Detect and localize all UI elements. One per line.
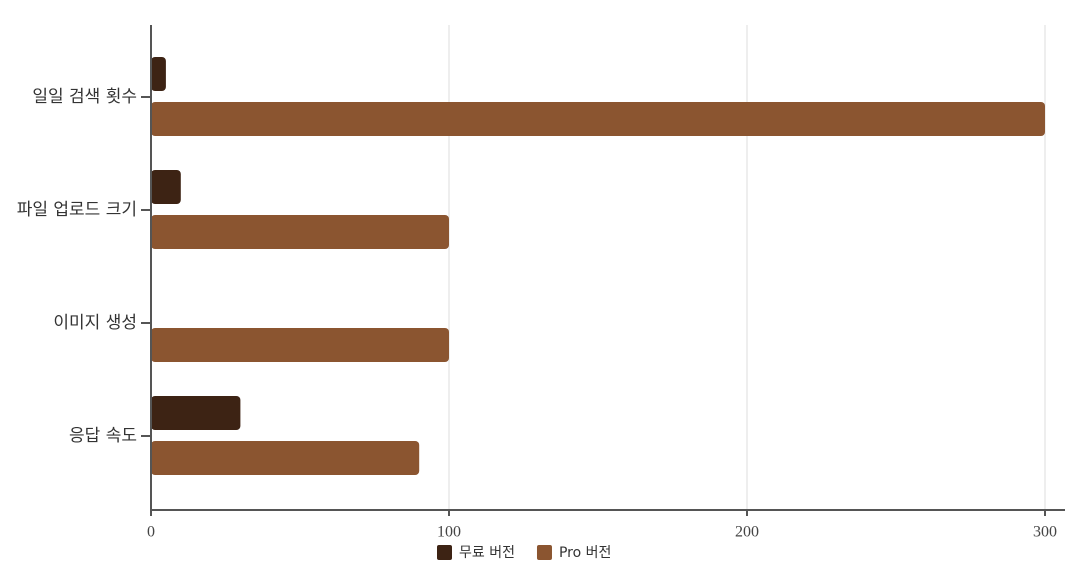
- bar: [151, 102, 1045, 136]
- bar: [151, 328, 449, 362]
- legend-label: 무료 버전: [459, 545, 515, 561]
- bar: [151, 441, 420, 475]
- x-tick-label: 300: [1033, 524, 1057, 541]
- legend-swatch: [536, 545, 552, 560]
- bar: [151, 57, 166, 91]
- x-tick-label: 0: [147, 524, 155, 541]
- y-tick-label: 응답 속도: [69, 426, 137, 446]
- legend-swatch: [437, 545, 452, 560]
- bar: [151, 396, 241, 430]
- bar: [151, 170, 181, 204]
- bar: [151, 215, 449, 249]
- x-tick-label: 200: [735, 524, 759, 541]
- y-tick-label: 이미지 생성: [53, 313, 137, 333]
- y-tick-label: 일일 검색 횟수: [32, 87, 137, 107]
- x-tick-label: 100: [437, 524, 461, 541]
- legend-label: Pro 버전: [559, 545, 611, 561]
- y-tick-label: 파일 업로드 크기: [17, 200, 137, 220]
